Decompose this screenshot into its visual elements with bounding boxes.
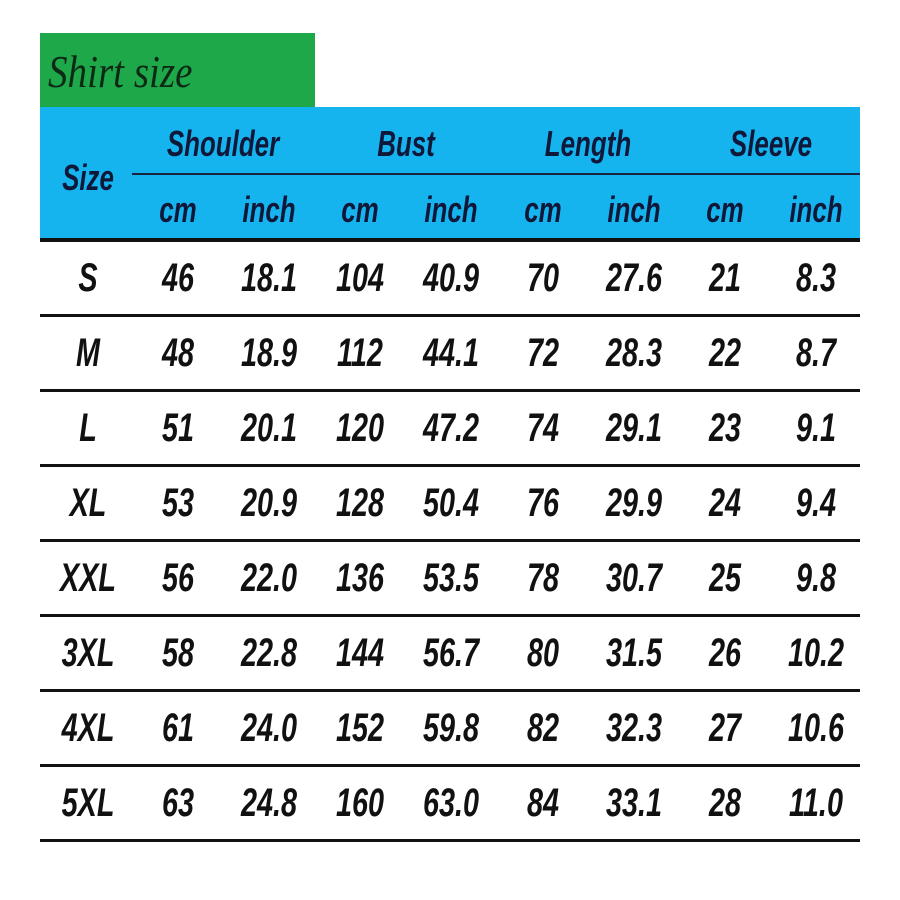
value-cell: 74 [526,406,559,450]
value-cell: 56 [161,556,194,600]
value-cell: 152 [336,706,385,750]
size-cell: 5XL [61,781,115,825]
value-cell: 10.2 [788,631,845,675]
header-divider [132,173,860,175]
table-row: 4XL 61 24.0 152 59.8 82 32.3 27 10.6 [40,692,860,767]
group-header-shoulder: Shoulder [166,123,280,164]
value-cell: 18.9 [240,331,297,375]
group-header-sleeve: Sleeve [729,123,812,164]
value-cell: 28 [709,781,742,825]
value-cell: 33.1 [605,781,662,825]
table-row: XL 53 20.9 128 50.4 76 29.9 24 9.4 [40,467,860,542]
value-cell: 9.4 [796,481,837,525]
size-table-body: S 46 18.1 104 40.9 70 27.6 21 8.3 M 48 18.9 112 44.1 7… [40,242,860,842]
value-cell: 18.1 [240,256,297,300]
value-cell: 8.3 [796,256,837,300]
value-cell: 128 [336,481,385,525]
value-cell: 160 [336,781,385,825]
value-cell: 51 [161,406,194,450]
unit-header: cm [523,189,562,230]
value-cell: 82 [526,706,559,750]
value-cell: 28.3 [605,331,662,375]
value-cell: 63.0 [423,781,480,825]
value-cell: 22.8 [240,631,297,675]
value-cell: 76 [526,481,559,525]
size-cell: 3XL [61,631,115,675]
value-cell: 120 [336,406,385,450]
table-row: M 48 18.9 112 44.1 72 28.3 22 8.7 [40,317,860,392]
size-cell: L [79,406,97,450]
unit-header: inch [424,189,478,230]
value-cell: 24.0 [240,706,297,750]
unit-header: cm [158,189,197,230]
group-header-length: Length [544,123,632,164]
value-cell: 10.6 [788,706,845,750]
unit-header: inch [789,189,843,230]
value-cell: 72 [526,331,559,375]
value-cell: 84 [526,781,559,825]
value-cell: 24.8 [240,781,297,825]
value-cell: 22.0 [240,556,297,600]
value-cell: 63 [161,781,194,825]
unit-header: inch [607,189,661,230]
value-cell: 78 [526,556,559,600]
unit-header: cm [341,189,379,230]
value-cell: 53 [161,481,194,525]
chart-title: Shirt size [48,46,193,97]
size-cell: 4XL [61,706,115,750]
value-cell: 27 [709,706,742,750]
group-header-bust: Bust [376,123,435,164]
value-cell: 24 [709,481,742,525]
value-cell: 44.1 [423,331,480,375]
size-cell: XL [69,481,107,525]
value-cell: 29.1 [605,406,662,450]
value-cell: 22 [709,331,742,375]
unit-header: inch [242,189,296,230]
value-cell: 25 [709,556,742,600]
value-cell: 30.7 [605,556,662,600]
value-cell: 80 [526,631,559,675]
value-cell: 58 [161,631,194,675]
table-row: S 46 18.1 104 40.9 70 27.6 21 8.3 [40,242,860,317]
size-cell: XXL [59,556,117,600]
value-cell: 47.2 [423,406,480,450]
unit-header: cm [706,189,744,230]
value-cell: 112 [337,331,384,375]
size-header: Size [62,157,114,198]
value-cell: 8.7 [796,331,837,375]
value-cell: 104 [336,256,385,300]
value-cell: 144 [336,631,385,675]
value-cell: 26 [709,631,742,675]
value-cell: 70 [526,256,559,300]
size-cell: S [78,256,98,300]
size-cell: M [76,331,100,375]
value-cell: 136 [336,556,385,600]
table-row: 5XL 63 24.8 160 63.0 84 33.1 28 11.0 [40,767,860,842]
value-cell: 21 [709,256,742,300]
table-header: Size Shoulder Bust Length Sleeve cm inch cm inc… [40,107,860,242]
table-row: 3XL 58 22.8 144 56.7 80 31.5 26 10.2 [40,617,860,692]
table-row: L 51 20.1 120 47.2 74 29.1 23 9.1 [40,392,860,467]
value-cell: 40.9 [423,256,480,300]
table-row: XXL 56 22.0 136 53.5 78 30.7 25 9.8 [40,542,860,617]
value-cell: 27.6 [605,256,662,300]
value-cell: 23 [709,406,742,450]
value-cell: 20.9 [240,481,297,525]
chart-title-box: Shirt size [40,33,315,107]
value-cell: 46 [161,256,194,300]
value-cell: 32.3 [605,706,662,750]
value-cell: 48 [161,331,194,375]
value-cell: 59.8 [423,706,480,750]
value-cell: 29.9 [605,481,662,525]
value-cell: 11.0 [789,781,844,825]
value-cell: 31.5 [605,631,662,675]
value-cell: 56.7 [423,631,480,675]
value-cell: 9.1 [796,406,837,450]
value-cell: 50.4 [423,481,480,525]
value-cell: 61 [161,706,194,750]
value-cell: 53.5 [423,556,480,600]
value-cell: 20.1 [240,406,297,450]
value-cell: 9.8 [796,556,837,600]
